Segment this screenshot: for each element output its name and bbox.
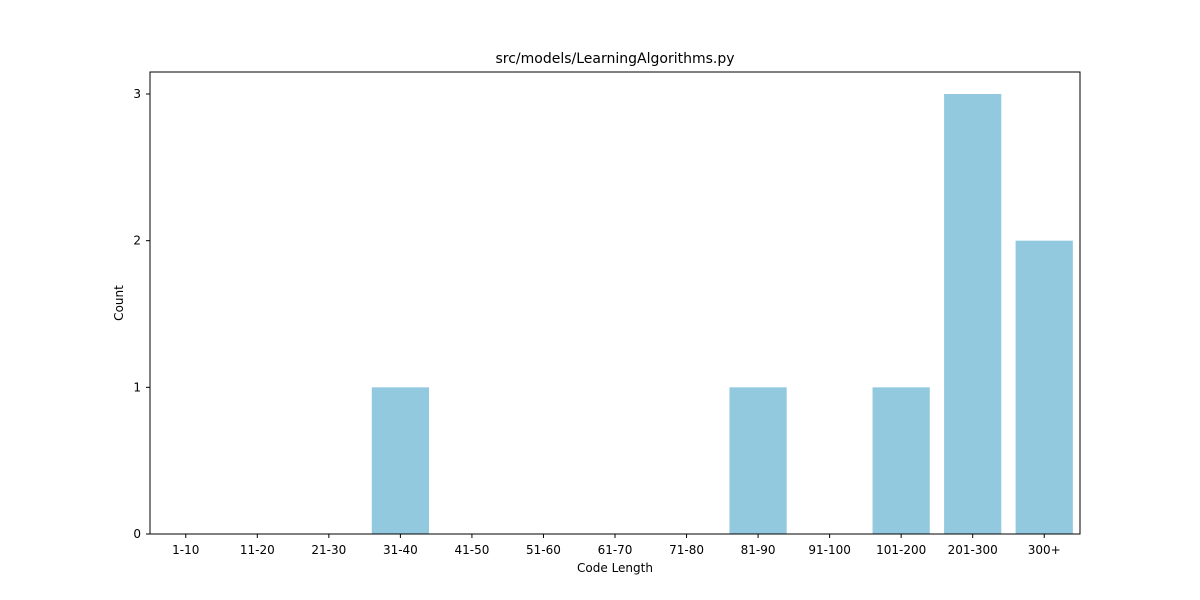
x-tick-label: 101-200 (876, 543, 926, 557)
x-axis-label: Code Length (577, 561, 653, 575)
x-tick-label: 300+ (1028, 543, 1061, 557)
x-tick-label: 71-80 (669, 543, 704, 557)
x-tick-label: 81-90 (741, 543, 776, 557)
x-tick-label: 41-50 (454, 543, 489, 557)
bar-101-200 (872, 387, 930, 534)
y-tick-label: 3 (133, 87, 141, 101)
chart-title: src/models/LearningAlgorithms.py (495, 51, 734, 67)
y-tick-label: 0 (133, 527, 141, 541)
x-tick-label: 201-300 (948, 543, 998, 557)
plot-frame (149, 71, 1081, 535)
x-tick-label: 11-20 (240, 543, 275, 557)
y-axis-label: Count (112, 285, 126, 321)
y-tick-label: 2 (133, 234, 141, 248)
x-tick-label: 1-10 (172, 543, 199, 557)
x-tick-label: 51-60 (526, 543, 561, 557)
x-axis: 1-10 11-20 21-30 31-40 41-50 51-60 61-70 71-80 8… (172, 534, 1061, 557)
y-axis: 0 1 2 3 (133, 87, 150, 541)
y-tick-label: 1 (133, 380, 141, 394)
bar-201-300 (944, 94, 1002, 534)
x-tick-label: 61-70 (598, 543, 633, 557)
x-tick-label: 31-40 (383, 543, 418, 557)
bars-group (371, 94, 1073, 534)
bar-300+ (1015, 240, 1073, 534)
x-tick-label: 91-100 (808, 543, 851, 557)
x-tick-label: 21-30 (311, 543, 346, 557)
bar-81-90 (729, 387, 787, 534)
bar-31-40 (371, 387, 429, 534)
